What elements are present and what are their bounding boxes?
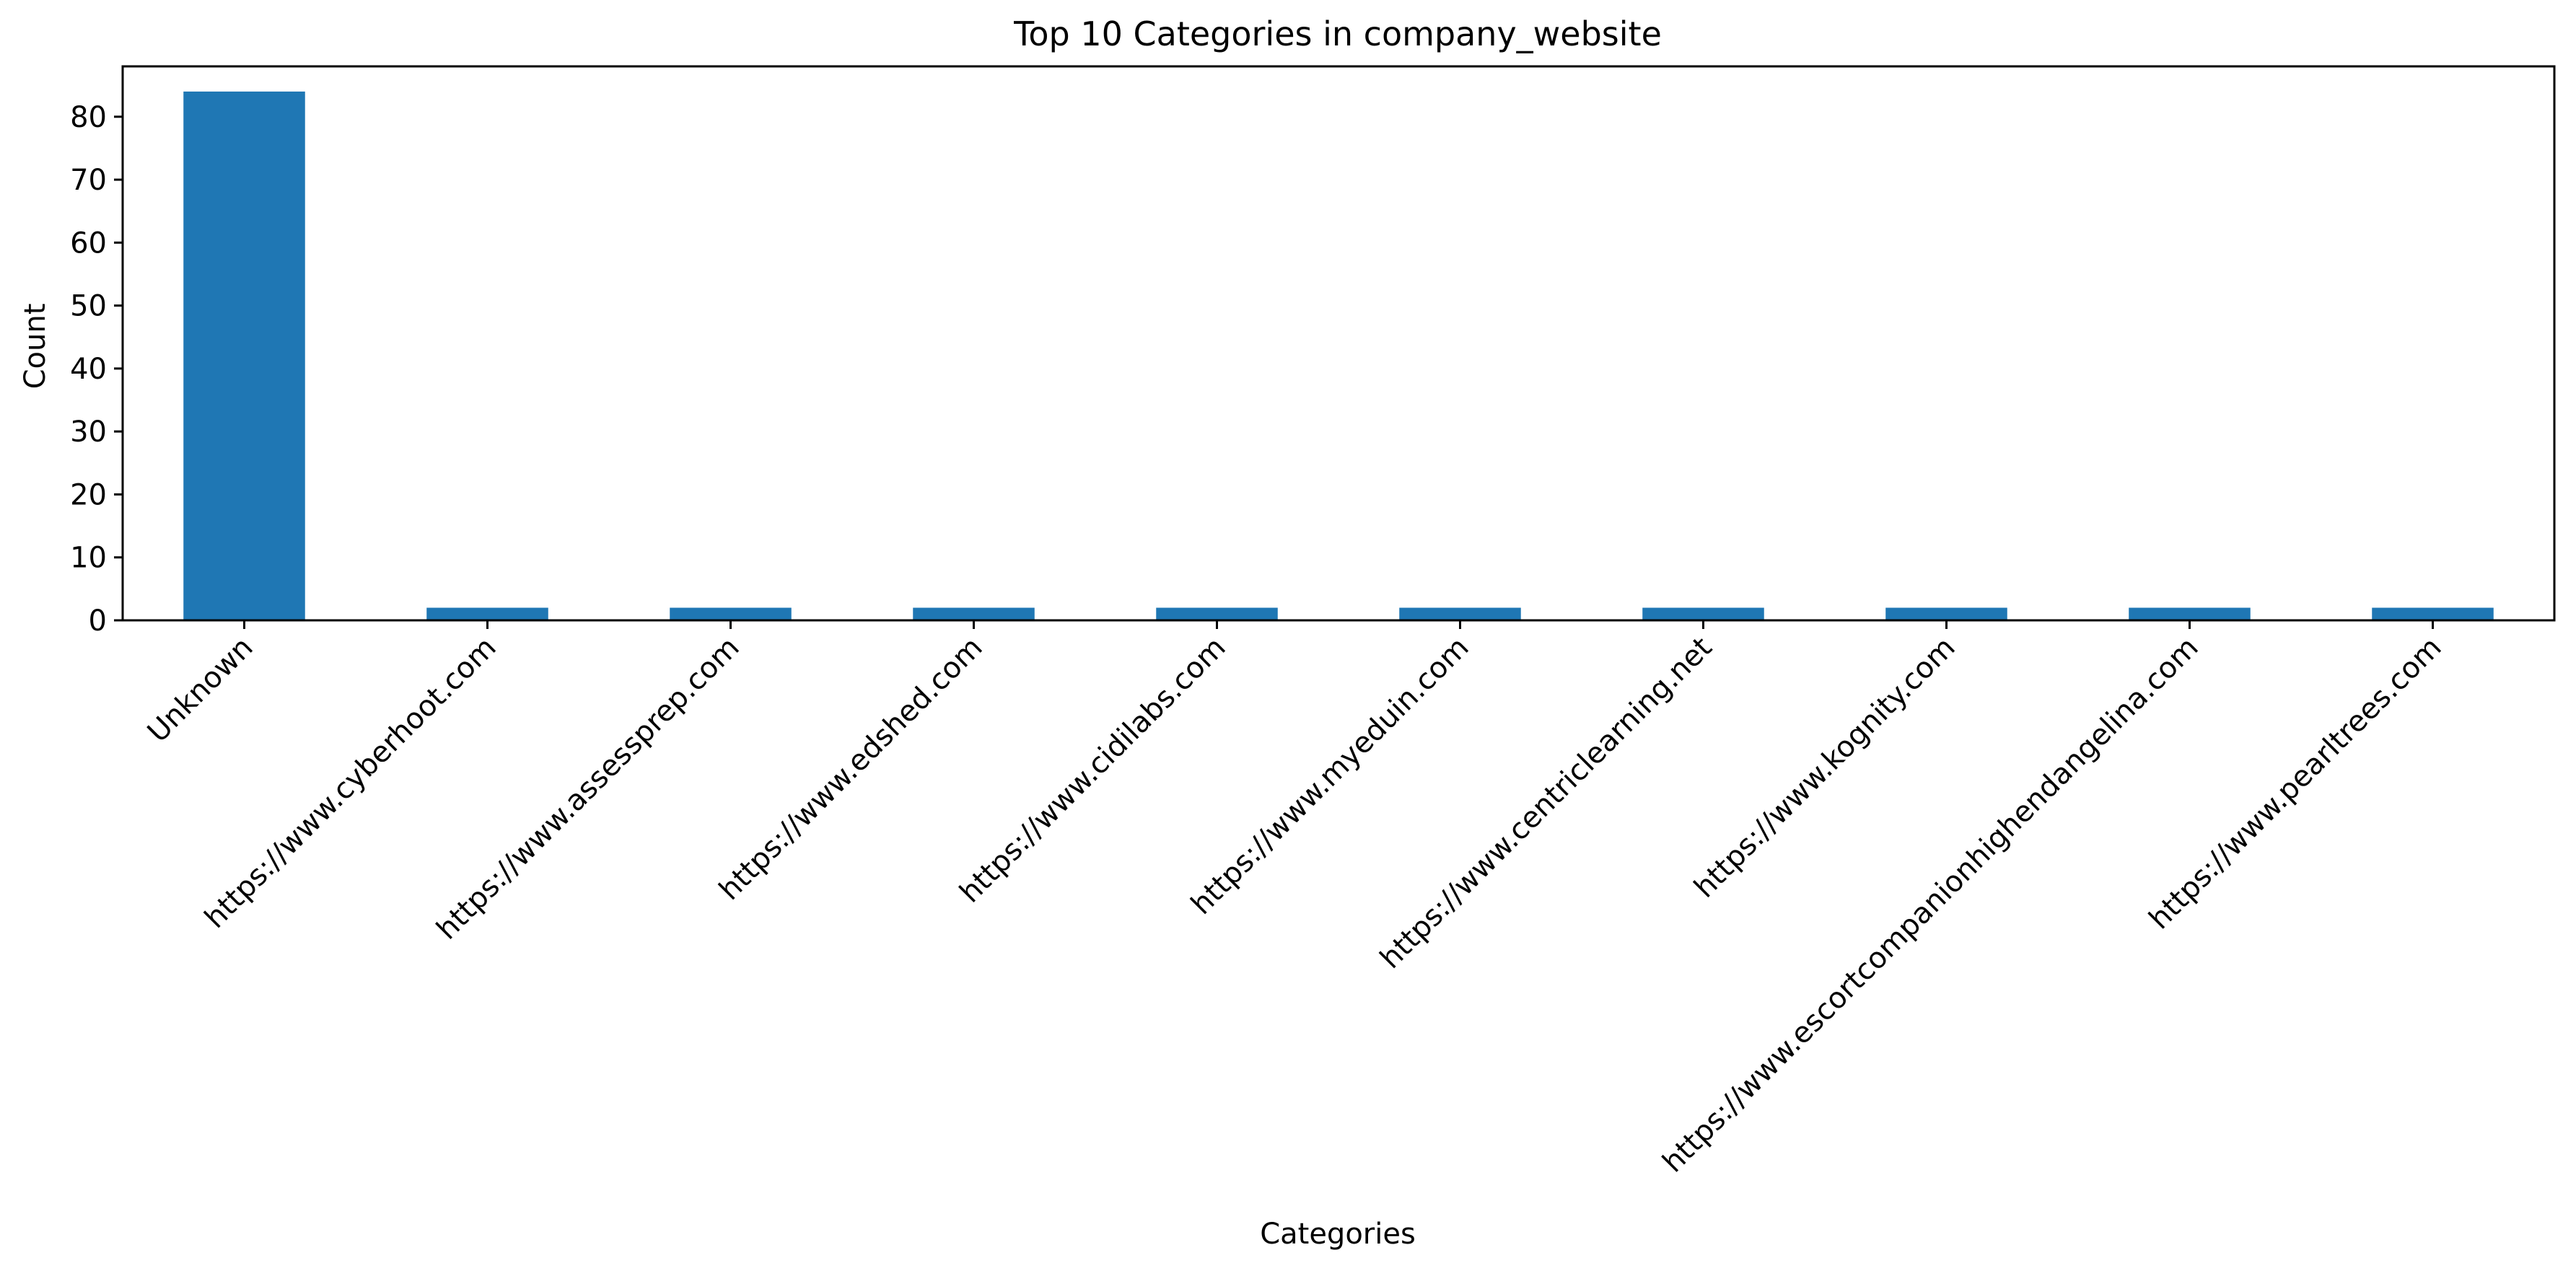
y-tick-label: 40 xyxy=(70,353,107,386)
x-tick-label: https://www.cidilabs.com xyxy=(953,631,1232,910)
bar xyxy=(913,607,1035,620)
bar xyxy=(1399,607,1521,620)
x-tick-label: https://www.myeduin.com xyxy=(1185,631,1475,921)
bar xyxy=(2372,607,2494,620)
bar xyxy=(670,607,792,620)
y-tick-label: 70 xyxy=(70,164,107,197)
y-tick-label: 10 xyxy=(70,542,107,575)
bar xyxy=(1642,607,1764,620)
x-tick-label: https://www.kognity.com xyxy=(1688,631,1961,905)
bar xyxy=(1885,607,2007,620)
x-tick-label: https://www.edshed.com xyxy=(713,631,989,907)
y-tick-label: 20 xyxy=(70,478,107,511)
bar xyxy=(183,91,305,621)
y-axis-label: Count xyxy=(19,304,52,390)
x-tick-label: https://www.pearltrees.com xyxy=(2143,631,2448,936)
y-tick-label: 0 xyxy=(89,604,107,638)
x-tick-label: https://www.escortcompanionhighendangeli… xyxy=(1657,631,2205,1179)
x-axis-label: Categories xyxy=(1260,1218,1416,1251)
chart-title: Top 10 Categories in company_website xyxy=(1013,14,1662,53)
x-tick-label: https://www.cyberhoot.com xyxy=(198,631,503,936)
x-tick-label: Unknown xyxy=(141,631,260,749)
bar xyxy=(426,607,548,620)
bar xyxy=(2129,607,2251,620)
bar xyxy=(1156,607,1278,620)
plot-frame xyxy=(121,65,2556,622)
y-tick-label: 60 xyxy=(70,226,107,260)
y-tick-label: 30 xyxy=(70,415,107,449)
y-tick-label: 50 xyxy=(70,290,107,323)
y-tick-label: 80 xyxy=(70,101,107,134)
